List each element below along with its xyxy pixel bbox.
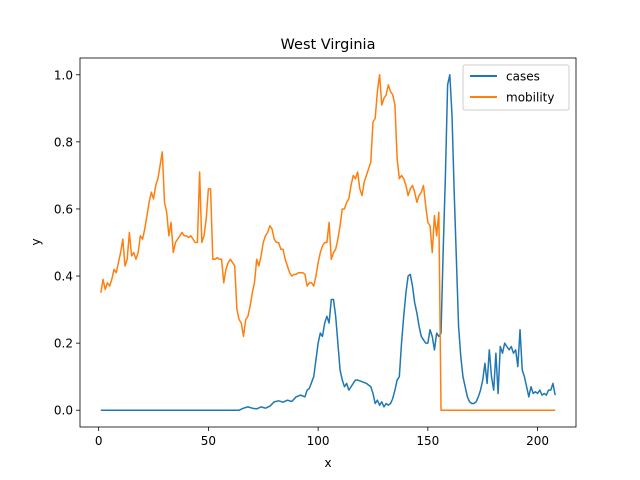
x-tick-label: 150 <box>416 434 439 448</box>
x-tick-label: 50 <box>201 434 216 448</box>
series-line-cases <box>100 74 556 411</box>
x-axis: 0 50 100 150 200 <box>95 427 549 448</box>
x-axis-label: x <box>324 456 331 470</box>
y-tick-label: 0.6 <box>54 202 73 216</box>
x-tick-label: 100 <box>307 434 330 448</box>
y-tick-label: 0.2 <box>54 337 73 351</box>
chart-title: West Virginia <box>281 37 376 53</box>
y-tick-label: 0.8 <box>54 135 73 149</box>
legend-label-mobility: mobility <box>506 91 554 105</box>
y-axis-label: y <box>29 238 43 245</box>
y-tick-label: 0.0 <box>54 404 73 418</box>
legend-label-cases: cases <box>506 70 540 84</box>
y-tick-label: 0.4 <box>54 270 73 284</box>
series-layer <box>100 74 556 411</box>
series-line-mobility <box>100 74 556 411</box>
y-axis: 0.0 0.2 0.4 0.6 0.8 1.0 <box>54 68 80 418</box>
x-tick-label: 0 <box>95 434 103 448</box>
plot-frame <box>79 57 577 428</box>
y-tick-label: 1.0 <box>54 68 73 82</box>
x-tick-label: 200 <box>526 434 549 448</box>
legend: cases mobility <box>462 64 570 111</box>
